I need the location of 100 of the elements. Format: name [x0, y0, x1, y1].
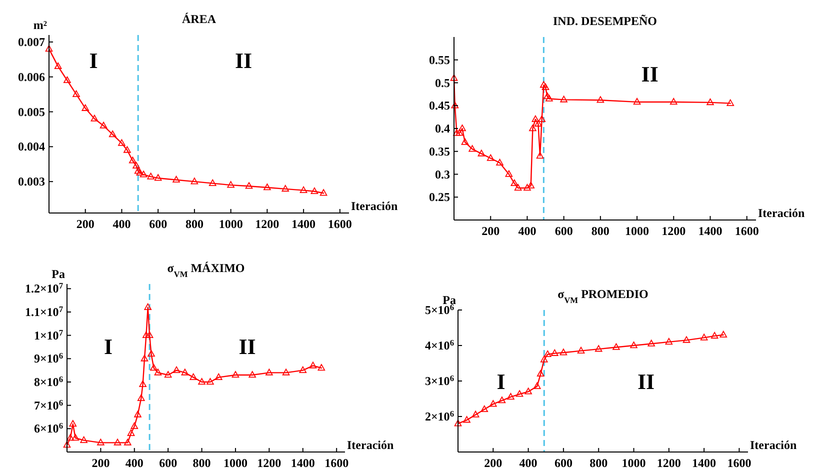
point [648, 340, 655, 346]
x-tick-label: 1600 [324, 456, 349, 470]
x-tick-label: 400 [112, 217, 131, 231]
point [232, 371, 240, 378]
point [227, 181, 234, 188]
point [72, 90, 80, 97]
y-axis-title: Pa [52, 267, 65, 281]
x-tick-label: 1000 [223, 456, 248, 470]
point [97, 438, 104, 446]
y-tick-label: 8×10$^{6}$ [34, 374, 63, 389]
point [190, 373, 198, 380]
y-tick-label: 1.2×10$^{7}$ [24, 281, 63, 296]
point [142, 331, 150, 338]
y-tick-label: 6×10$^{6}$ [34, 421, 63, 436]
point [134, 410, 142, 418]
point [544, 92, 551, 100]
y-tick-label: 1×10$^{7}$ [34, 328, 63, 342]
y-tick-label: 2×10$^{6}$ [424, 409, 454, 424]
x-tick-label: 1400 [290, 456, 315, 470]
x-tick-label: 800 [185, 217, 204, 231]
point [139, 380, 146, 387]
x-axis-title: Iteración [347, 438, 394, 452]
point [551, 349, 558, 356]
point [516, 390, 524, 397]
y-tick-label: 1.1×10$^{7}$ [24, 304, 63, 319]
point [190, 178, 198, 184]
point [154, 174, 162, 181]
x-tick-label: 600 [149, 217, 168, 231]
point [458, 124, 466, 132]
annotation: II [238, 334, 256, 360]
point [540, 356, 548, 362]
x-tick-label: 600 [554, 456, 572, 470]
point [63, 441, 71, 448]
point [536, 370, 544, 377]
annotation: II [234, 48, 252, 73]
x-tick-label: 200 [76, 217, 94, 231]
y-tick-label: 4×10$^{6}$ [424, 338, 454, 352]
point [134, 167, 142, 174]
x-tick-label: 1600 [734, 224, 759, 238]
point [264, 184, 271, 190]
point [150, 364, 158, 371]
point [108, 130, 116, 138]
point [468, 145, 476, 152]
x-tick-label: 400 [518, 224, 536, 238]
y-tick-label: 0.5 [435, 76, 450, 90]
y-tick-label: 0.004 [18, 140, 45, 154]
x-tick-label: 1200 [656, 456, 681, 470]
x-axis-title: Iteración [750, 438, 797, 452]
point [682, 336, 690, 343]
point [524, 388, 532, 394]
point [453, 129, 460, 136]
point [726, 99, 734, 106]
point [140, 170, 148, 178]
point [546, 94, 553, 102]
point [490, 400, 497, 407]
point [720, 330, 728, 338]
point [66, 434, 74, 441]
y-tick-label: 0.006 [18, 70, 45, 84]
x-tick-label: 800 [591, 224, 610, 238]
point [164, 371, 172, 378]
point [706, 98, 714, 106]
point [450, 74, 458, 81]
point [136, 168, 144, 176]
point [533, 382, 541, 389]
point [198, 378, 206, 385]
point [532, 115, 540, 122]
point [118, 139, 126, 146]
chart-title: σ$_{VM}$ MÁXIMO [167, 261, 245, 278]
point [208, 179, 216, 186]
y-tick-label: 0.55 [429, 52, 450, 67]
point [282, 184, 290, 192]
point [90, 114, 98, 122]
x-tick-label: 1000 [218, 217, 243, 231]
point [461, 138, 469, 145]
x-tick-label: 1400 [698, 224, 722, 238]
point [498, 396, 506, 404]
point [560, 348, 568, 356]
y-tick-label: 0.005 [18, 104, 45, 119]
point [80, 436, 88, 443]
point [130, 422, 138, 429]
x-tick-label: 200 [92, 456, 110, 470]
x-tick-label: 800 [590, 456, 608, 470]
point [544, 350, 552, 358]
point [146, 331, 154, 338]
point [245, 182, 253, 189]
point [100, 122, 108, 128]
point [505, 170, 513, 177]
point [456, 129, 464, 136]
x-tick-label: 400 [519, 456, 538, 470]
point [542, 83, 550, 90]
point [633, 98, 641, 105]
point [310, 187, 318, 194]
point [214, 373, 222, 380]
point [524, 184, 531, 191]
chart-title: IND. DESEMPEÑO [552, 14, 658, 28]
annotation: I [496, 369, 506, 394]
point [560, 96, 568, 102]
y-tick-label: 3×10$^{6}$ [424, 374, 454, 388]
point [128, 156, 136, 164]
x-axis-title: Iteración [351, 199, 398, 213]
